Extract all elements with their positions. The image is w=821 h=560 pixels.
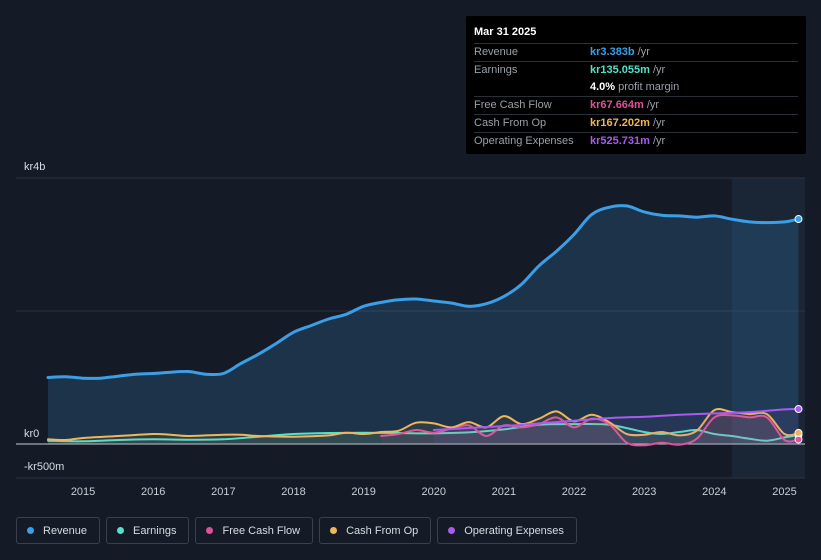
legend-label: Cash From Op — [346, 524, 419, 537]
x-tick-2021: 2021 — [492, 486, 516, 498]
legend-dot-icon — [117, 527, 125, 534]
tooltip-row-label: Cash From Op — [474, 117, 547, 129]
x-tick-2022: 2022 — [562, 486, 586, 498]
revenue-line — [46, 204, 800, 380]
earnings-line — [47, 422, 800, 443]
legend-item-cash-from-op[interactable]: Cash From Op — [319, 517, 432, 544]
tooltip-row-value: kr525.731m — [590, 135, 650, 147]
tooltip-row-value: 4.0% — [590, 81, 616, 93]
legend-item-earnings[interactable]: Earnings — [106, 517, 190, 544]
legend-item-revenue[interactable]: Revenue — [16, 517, 101, 544]
tooltip-row: Cash From Op kr167.202m/yr — [474, 114, 798, 132]
revenue-area — [48, 205, 799, 444]
legend-label: Operating Expenses — [464, 524, 564, 537]
chart-grid — [16, 177, 805, 479]
tooltip-row-unit: profit margin — [618, 81, 680, 93]
tooltip-row-unit: /yr — [646, 99, 660, 111]
tooltip-date: Mar 31 2025 — [474, 26, 537, 38]
chart-series — [46, 204, 803, 447]
cash-from-op-line — [47, 408, 800, 442]
tooltip-row: Free Cash Flow kr67.664m/yr — [474, 96, 798, 114]
x-tick-2018: 2018 — [281, 486, 305, 498]
free-cash-flow-area — [381, 414, 799, 446]
tooltip-row-label — [474, 79, 590, 96]
legend-item-free-cash-flow[interactable]: Free Cash Flow — [195, 517, 314, 544]
x-tick-2015: 2015 — [71, 486, 95, 498]
x-tick-2025: 2025 — [772, 486, 796, 498]
legend-dot-icon — [27, 527, 34, 534]
revenue-end-marker — [794, 215, 803, 224]
legend-label: Free Cash Flow — [222, 524, 301, 537]
tooltip-row-unit: /yr — [637, 46, 650, 58]
tooltip-row-value: kr135.055m — [590, 64, 650, 76]
y-label-bottom: -kr500m — [24, 461, 64, 473]
tooltip-row-label: Free Cash Flow — [474, 99, 552, 111]
x-tick-2020: 2020 — [422, 486, 446, 498]
tooltip-row-value: kr3.383b — [590, 46, 635, 58]
y-label-top: kr4b — [24, 161, 45, 173]
tooltip-row: Operating Expenses kr525.731m/yr — [474, 132, 798, 150]
x-axis-labels: 2015 2016 2017 2018 2019 2020 2021 2022 2023 2024… — [71, 486, 797, 498]
tooltip-rows: Revenue kr3.383b/yr Earnings kr135.055m/yr 4… — [474, 43, 798, 150]
y-axis-labels: kr4b kr0 -kr500m — [24, 161, 64, 473]
tooltip-row-value: kr167.202m — [590, 117, 650, 129]
operating-expenses-end-marker — [794, 405, 803, 414]
tooltip-panel: Mar 31 2025 Revenue kr3.383b/yr Earnings kr… — [466, 16, 806, 154]
y-label-zero: kr0 — [24, 428, 39, 440]
operating-expenses-area — [433, 409, 799, 444]
legend-item-operating-expenses[interactable]: Operating Expenses — [437, 517, 577, 544]
x-tick-2023: 2023 — [632, 486, 656, 498]
tooltip-row-unit: /yr — [652, 64, 666, 76]
chart-legend: Revenue Earnings Free Cash Flow Cash From O… — [16, 517, 577, 544]
highlight-band — [731, 178, 805, 478]
legend-dot-icon — [330, 527, 338, 534]
x-tick-2017: 2017 — [211, 486, 235, 498]
legend-dot-icon — [206, 527, 214, 534]
x-tick-2016: 2016 — [141, 486, 165, 498]
tooltip-row: Earnings kr135.055m/yr — [474, 61, 798, 79]
cash-from-op-end-marker — [794, 428, 803, 437]
tooltip-row: Revenue kr3.383b/yr — [474, 43, 798, 61]
tooltip-row-unit: /yr — [652, 135, 666, 147]
tooltip-row-unit: /yr — [652, 117, 666, 129]
legend-label: Earnings — [133, 524, 177, 537]
operating-expenses-line — [432, 408, 800, 431]
legend-label: Revenue — [43, 524, 88, 537]
x-tick-2024: 2024 — [702, 486, 726, 498]
x-tick-2019: 2019 — [351, 486, 375, 498]
tooltip-row-label: Operating Expenses — [474, 135, 574, 147]
tooltip-row-label: Revenue — [474, 46, 519, 58]
tooltip-row: 4.0% profit margin — [474, 79, 798, 96]
tooltip-row-value: kr67.664m — [590, 99, 644, 111]
legend-dot-icon — [448, 527, 456, 534]
tooltip-row-label: Earnings — [474, 64, 518, 76]
